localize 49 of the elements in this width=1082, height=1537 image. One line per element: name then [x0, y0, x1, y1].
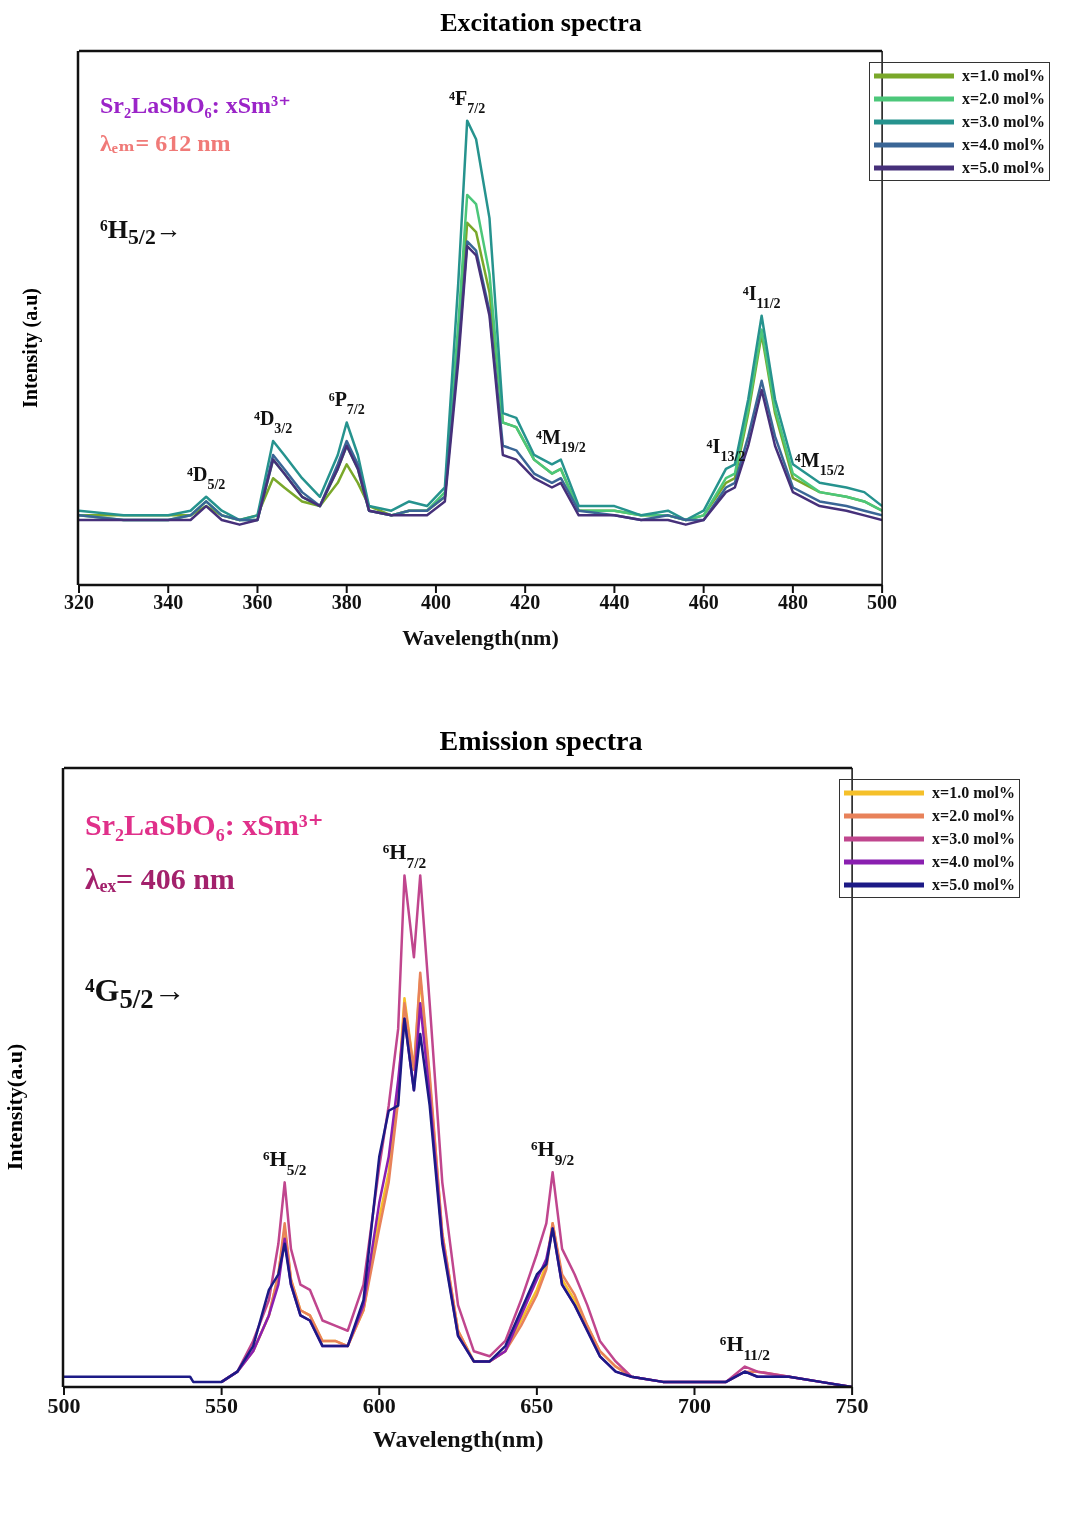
annotation: ⁴G$_{5/2}$→ — [85, 972, 186, 1016]
x-tick-label: 380 — [331, 591, 362, 614]
legend-label: x=1.0 mol% — [932, 783, 1015, 802]
annotation: ⁴M$_{15/2}$ — [794, 448, 845, 478]
x-tick-label: 500 — [867, 591, 898, 614]
annotation: λₑₓ= 406 nm — [85, 862, 235, 896]
annotation: ⁶H$_{11/2}$ — [719, 1330, 771, 1363]
x-tick-label: 700 — [677, 1392, 711, 1418]
x-axis-title: Wavelength(nm) — [372, 1426, 544, 1452]
annotation: λₑₘ= 612 nm — [100, 129, 231, 157]
annotation: ⁶P$_{7/2}$ — [328, 388, 365, 417]
x-tick-label: 340 — [153, 591, 184, 614]
x-tick-label: 750 — [835, 1392, 869, 1418]
x-tick-label: 420 — [510, 591, 541, 614]
annotation: ⁶H$_{5/2}$ — [262, 1146, 307, 1178]
x-tick-label: 440 — [599, 591, 630, 614]
annotation: ⁶H$_{9/2}$ — [530, 1136, 575, 1168]
legend-label: x=5.0 mol% — [932, 875, 1015, 894]
x-axis-title: Wavelength(nm) — [402, 625, 559, 650]
chart-title: Excitation spectra — [439, 8, 643, 39]
legend-label: x=2.0 mol% — [932, 806, 1015, 825]
annotation: ⁴M$_{19/2}$ — [535, 425, 586, 455]
legend-label: x=5.0 mol% — [962, 158, 1045, 177]
y-axis-title: Intensity (a.u) — [18, 287, 42, 408]
legend-label: x=3.0 mol% — [962, 112, 1045, 131]
annotation: ⁴D$_{3/2}$ — [253, 407, 293, 436]
legend-label: x=4.0 mol% — [932, 852, 1015, 871]
annotation: ⁶H$_{7/2}$ — [382, 839, 427, 871]
x-tick-label: 600 — [362, 1392, 396, 1418]
x-tick-label: 500 — [47, 1392, 81, 1418]
legend-label: x=4.0 mol% — [962, 135, 1045, 154]
legend-label: x=1.0 mol% — [962, 66, 1045, 85]
x-tick-label: 320 — [64, 591, 94, 614]
annotation: ⁶H$_{5/2}$→ — [100, 215, 182, 251]
x-tick-label: 460 — [688, 591, 719, 614]
text: Sr₂LaSbO₆: xSm³⁺ — [85, 807, 324, 842]
x-tick-label: 550 — [205, 1392, 239, 1418]
annotation: ⁴F$_{7/2}$ — [449, 86, 486, 116]
x-tick-label: 650 — [520, 1392, 554, 1418]
y-axis-title: Intensity(a.u) — [2, 1043, 28, 1171]
legend-label: x=2.0 mol% — [962, 89, 1045, 108]
x-tick-label: 400 — [420, 591, 451, 614]
legend-label: x=3.0 mol% — [932, 829, 1015, 848]
text: Sr₂LaSbO₆: xSm³⁺ — [100, 91, 291, 119]
x-tick-label: 360 — [242, 591, 273, 614]
annotation: ⁴D$_{5/2}$ — [186, 462, 226, 492]
annotation: ⁴I$_{11/2}$ — [742, 281, 781, 311]
chart-title: Emission spectra — [438, 725, 644, 758]
x-tick-label: 480 — [777, 591, 808, 614]
